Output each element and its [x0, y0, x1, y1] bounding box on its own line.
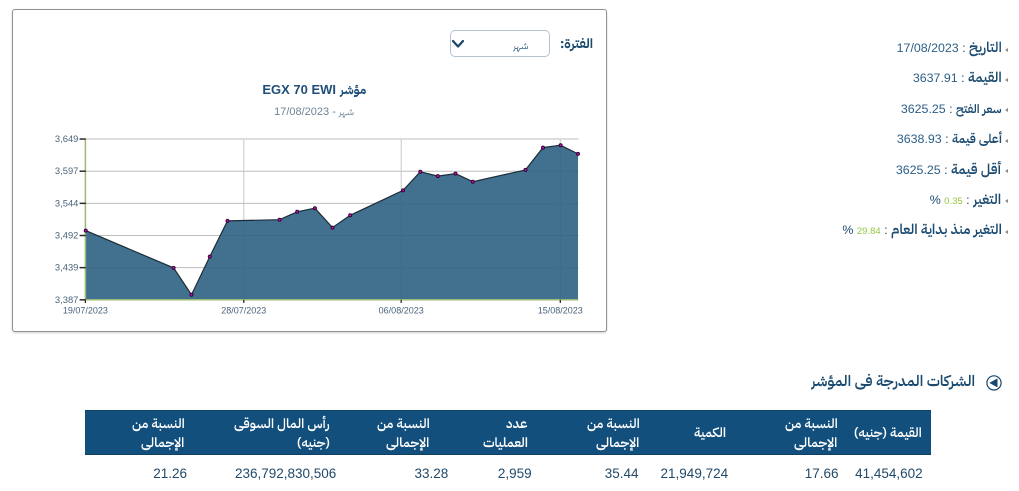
svg-text:28/07/2023: 28/07/2023	[221, 305, 266, 315]
svg-text:3,544: 3,544	[55, 197, 78, 208]
svg-text:3,649: 3,649	[55, 133, 78, 144]
svg-text:06/08/2023: 06/08/2023	[379, 305, 424, 315]
svg-text:3,439: 3,439	[55, 262, 78, 273]
svg-text:3,492: 3,492	[55, 230, 78, 241]
svg-text:3,387: 3,387	[55, 294, 78, 305]
svg-text:3,597: 3,597	[55, 165, 78, 176]
svg-text:15/08/2023: 15/08/2023	[538, 305, 583, 315]
svg-text:19/07/2023: 19/07/2023	[63, 305, 108, 315]
